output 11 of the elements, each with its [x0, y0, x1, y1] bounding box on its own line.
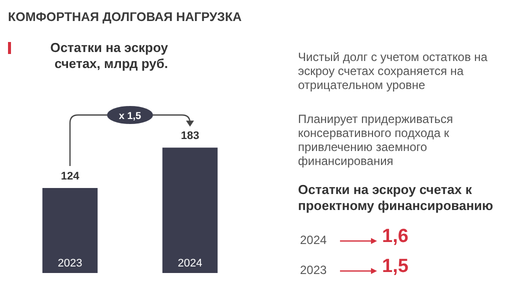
chart-title: КОМФОРТНАЯ ДОЛГОВАЯ НАГРУЗКА — [8, 10, 242, 24]
text: Планирует придерживаться консервативного подхода к привлечению заемного финансирования — [298, 112, 454, 168]
text: Остатки на эскроу счетах к проектному финансированию — [298, 182, 494, 214]
chart-subtitle: Остатки на эскроу счетах, млрд руб. — [49, 40, 168, 72]
data-label: 124 — [60, 170, 80, 183]
text: 2024 — [300, 233, 327, 247]
text: 1,5 — [382, 256, 408, 278]
text: Чистый долг с учетом остатков на эскроу счетах сохраняется на отрицательном уровне — [298, 50, 488, 92]
data-label: 183 — [180, 130, 200, 142]
text: x 1,5 — [118, 110, 142, 122]
text: 1,6 — [382, 226, 408, 248]
